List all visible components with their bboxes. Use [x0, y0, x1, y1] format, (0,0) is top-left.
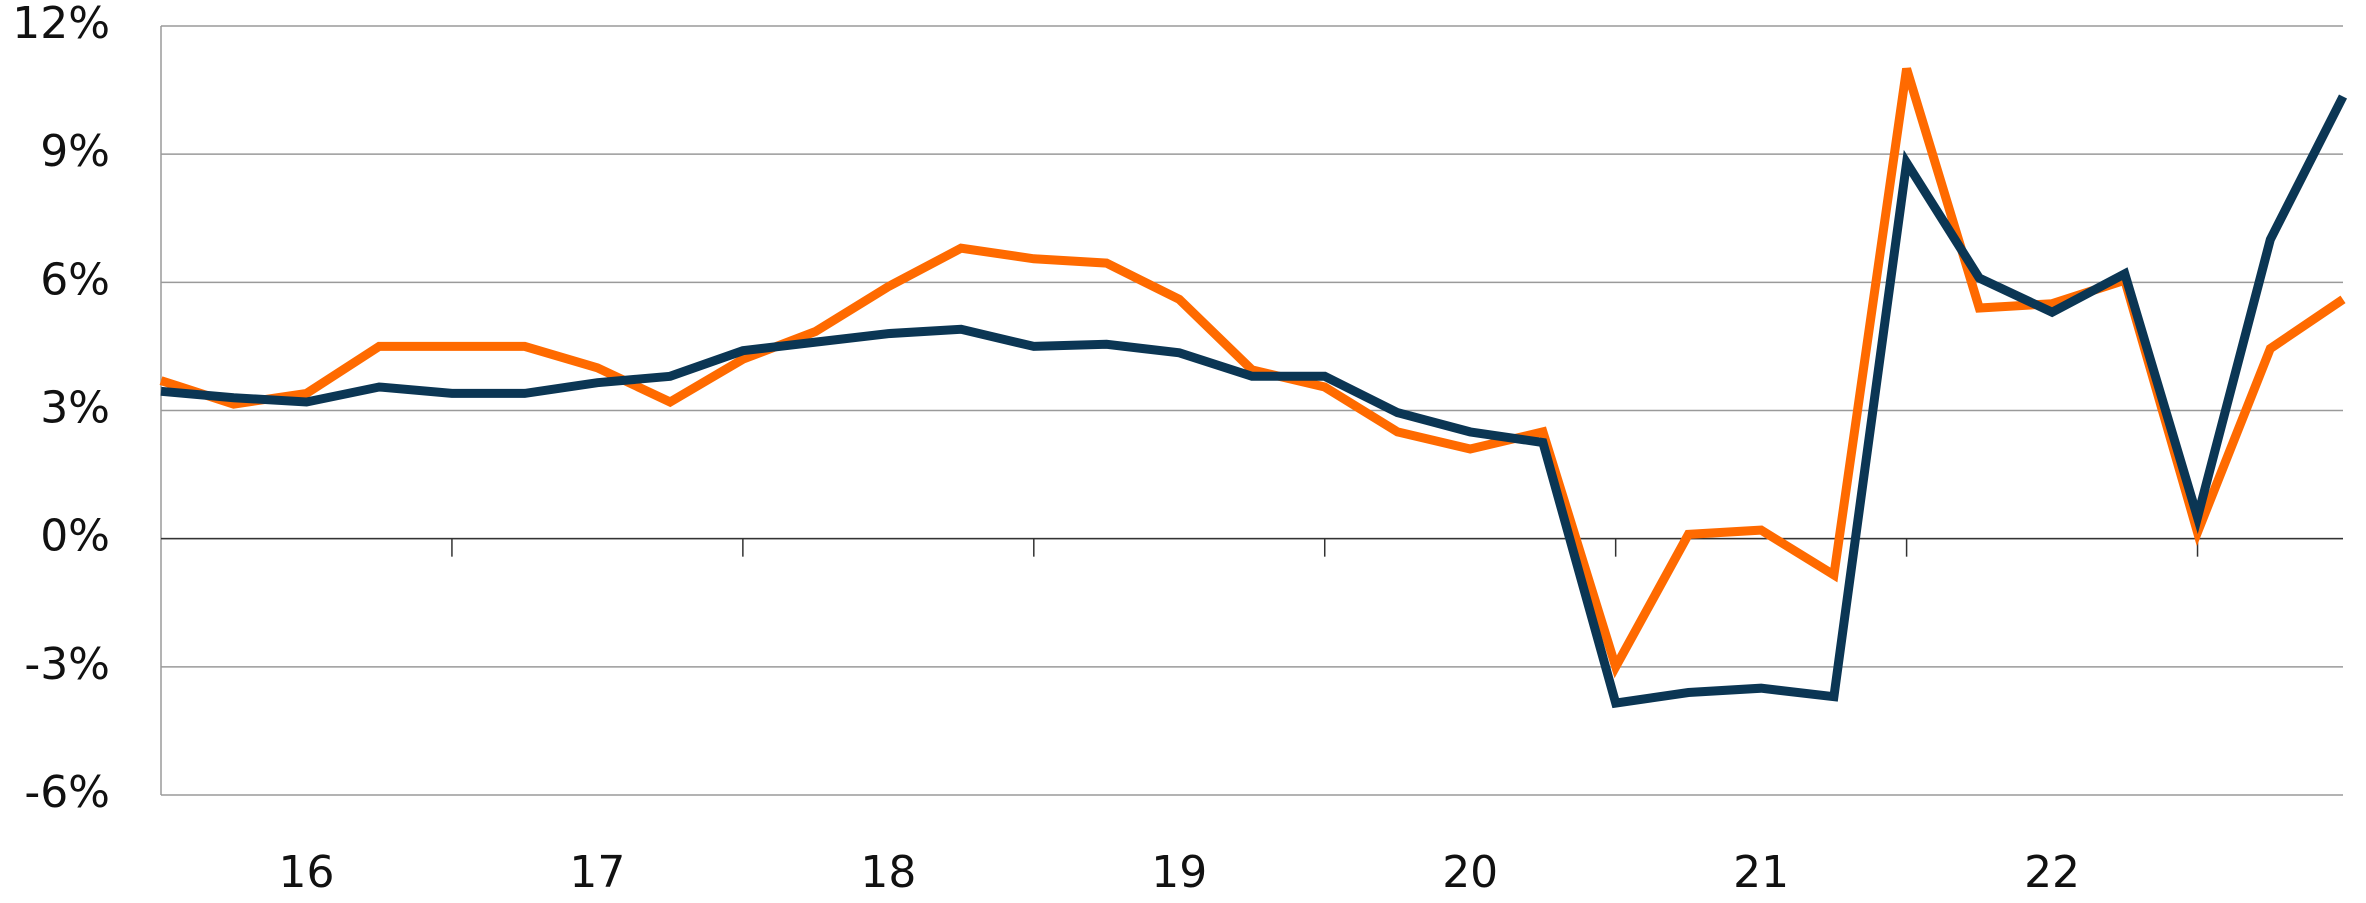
x-tick-label: 19: [1151, 847, 1207, 898]
x-tick-label: 22: [2024, 847, 2080, 898]
y-tick-label: -6%: [24, 767, 110, 818]
y-tick-label: 12%: [12, 0, 110, 49]
y-tick-label: 9%: [40, 126, 110, 177]
y-tick-label: 3%: [40, 383, 110, 434]
line-series: [160, 94, 2348, 709]
x-tick-label: 16: [278, 847, 334, 898]
y-tick-label: 6%: [40, 254, 110, 305]
x-tick-label: 21: [1733, 847, 1789, 898]
x-tick-label: 20: [1442, 847, 1498, 898]
line-series: [159, 67, 2346, 679]
x-tick-label: 18: [860, 847, 916, 898]
y-tick-label: 0%: [40, 511, 110, 562]
x-tick-label: 17: [569, 847, 625, 898]
y-tick-label: -3%: [24, 639, 110, 690]
